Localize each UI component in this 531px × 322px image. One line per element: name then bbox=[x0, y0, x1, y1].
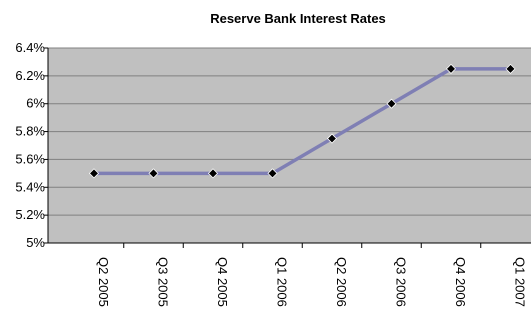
data-point bbox=[326, 133, 338, 144]
y-tick-label: 6% bbox=[26, 96, 45, 111]
y-axis-tick-labels: 5% 5.2% 5.4% 5.6% 5.8% 6% 6.2% 6.4% bbox=[15, 40, 45, 250]
x-axis-tick-labels: Q2 2005 Q3 2005 Q4 2005 Q1 2006 Q2 2006 Q3 20… bbox=[96, 257, 528, 307]
x-tick-label: Q1 2007 bbox=[513, 257, 528, 307]
x-tick-label: Q2 2005 bbox=[96, 257, 111, 307]
y-tick-label: 5.2% bbox=[15, 207, 45, 222]
chart-title: Reserve Bank Interest Rates bbox=[210, 11, 386, 26]
series-line bbox=[94, 67, 511, 176]
data-point bbox=[148, 168, 159, 179]
x-tick-label: Q3 2006 bbox=[394, 257, 409, 307]
gridlines bbox=[44, 47, 531, 244]
y-tick-label: 6.2% bbox=[15, 68, 45, 83]
x-tick-label: Q2 2006 bbox=[334, 257, 349, 307]
data-point bbox=[267, 168, 278, 179]
data-point bbox=[505, 63, 516, 74]
y-tick-label: 5% bbox=[26, 235, 45, 250]
axes bbox=[47, 48, 531, 248]
y-tick-label: 5.6% bbox=[15, 151, 45, 166]
data-point bbox=[445, 63, 457, 74]
y-tick-label: 5.8% bbox=[15, 124, 45, 139]
y-tick-label: 5.4% bbox=[15, 179, 45, 194]
series bbox=[88, 63, 516, 179]
data-point bbox=[207, 168, 219, 179]
x-tick-label: Q4 2006 bbox=[453, 257, 468, 307]
y-tick-label: 6.4% bbox=[15, 40, 45, 55]
data-point bbox=[88, 168, 100, 179]
plot-area bbox=[48, 48, 531, 243]
x-tick-label: Q1 2006 bbox=[275, 257, 290, 307]
x-tick-label: Q4 2005 bbox=[215, 257, 230, 307]
data-point bbox=[386, 98, 397, 109]
x-tick-label: Q3 2005 bbox=[156, 257, 171, 307]
